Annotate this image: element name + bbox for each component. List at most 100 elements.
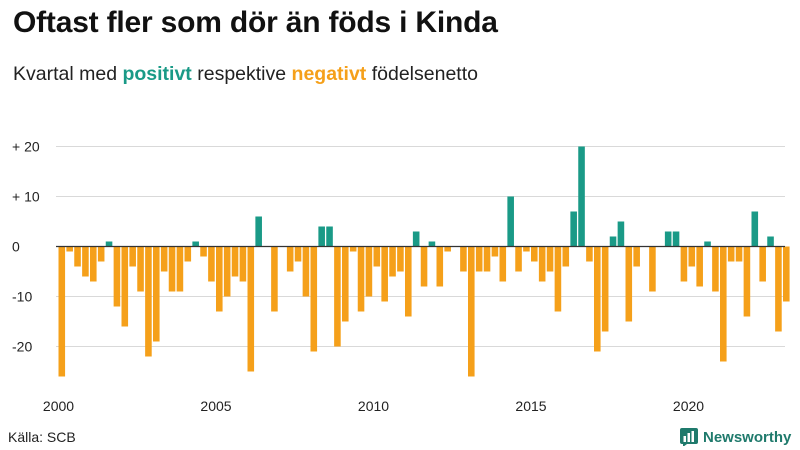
bar [586, 246, 593, 262]
bar [82, 246, 89, 277]
bar [727, 246, 735, 262]
bar [712, 246, 719, 292]
bar [570, 211, 577, 247]
bar [594, 246, 601, 352]
bar [223, 246, 231, 297]
subtitle-middle: respektive [191, 63, 292, 85]
bar [475, 246, 483, 272]
source-note: Källa: SCB [8, 429, 76, 445]
x-tick-label: 2015 [515, 398, 546, 414]
y-tick-label: -10 [12, 289, 32, 305]
bar [609, 236, 617, 247]
newsworthy-logo[interactable]: Newsworthy [680, 426, 791, 448]
bar [672, 231, 680, 247]
bar [704, 241, 711, 247]
bar [58, 246, 66, 377]
y-tick-label: + 10 [12, 189, 40, 205]
bar [208, 246, 215, 282]
y-tick-label: + 20 [12, 139, 40, 155]
bar [160, 246, 168, 272]
bar [507, 196, 514, 247]
bar [373, 246, 381, 267]
bar [743, 246, 751, 317]
bar [247, 246, 255, 372]
bar [66, 246, 73, 252]
bar [546, 246, 554, 272]
bars [58, 146, 790, 377]
bar [538, 246, 546, 282]
bar [405, 246, 412, 317]
bar [775, 246, 782, 332]
bar [97, 246, 105, 262]
bar [286, 246, 294, 272]
chart-subtitle: Kvartal med positivt respektive negativt… [13, 63, 478, 86]
bar [349, 246, 357, 252]
bar [176, 246, 184, 292]
x-tick-label: 2000 [43, 398, 74, 414]
bar [562, 246, 570, 267]
bar [294, 246, 302, 262]
bar [515, 246, 522, 272]
gridlines [56, 146, 785, 347]
bar [491, 246, 499, 257]
bar [184, 246, 192, 262]
x-tick-label: 2005 [200, 398, 231, 414]
bar [751, 211, 759, 247]
bar [239, 246, 247, 282]
bar [137, 246, 144, 292]
x-tick-label: 2010 [358, 398, 389, 414]
axes: + 20 + 10 0 -10 -20 2000 2005 2010 2015 2020 [12, 139, 785, 414]
bar [318, 226, 325, 247]
bar [460, 246, 467, 272]
bar [531, 246, 538, 262]
bar [153, 246, 160, 342]
bar [105, 241, 113, 247]
y-tick-label: 0 [12, 239, 20, 255]
bar [342, 246, 349, 322]
bar [381, 246, 388, 302]
bar [326, 226, 333, 247]
newsworthy-chart-icon [680, 428, 698, 446]
subtitle-positive-word: positivt [122, 63, 192, 85]
bar [720, 246, 727, 362]
bar [334, 246, 341, 347]
bar [192, 241, 199, 247]
bar [113, 246, 121, 307]
bar [649, 246, 656, 292]
bar [420, 246, 428, 287]
bar [664, 231, 672, 247]
bar [554, 246, 562, 312]
brand-name: Newsworthy [703, 428, 792, 446]
bar [74, 246, 81, 267]
bar [578, 146, 585, 247]
bar [688, 246, 696, 267]
bar [168, 246, 176, 292]
bar [617, 221, 625, 247]
bar [121, 246, 129, 327]
subtitle-negative-word: negativt [291, 63, 367, 85]
bar [216, 246, 223, 312]
bar [310, 246, 318, 352]
bar [428, 241, 436, 247]
chart-title: Oftast fler som dör än föds i Kinda [13, 6, 498, 39]
bar [90, 246, 97, 282]
bar [357, 246, 365, 312]
bar [523, 246, 530, 252]
bar [601, 246, 609, 332]
bar [735, 246, 743, 262]
bar [412, 231, 420, 247]
y-tick-label: -20 [12, 339, 32, 355]
bar [365, 246, 373, 297]
bar [444, 246, 451, 252]
subtitle-suffix: födelsenetto [366, 63, 478, 85]
bar [302, 246, 310, 297]
bar [767, 236, 774, 247]
subtitle-prefix: Kvartal med [13, 63, 123, 85]
bar [680, 246, 688, 282]
bar [397, 246, 404, 272]
bar [759, 246, 766, 282]
bar [499, 246, 507, 282]
bar [625, 246, 633, 322]
bar [436, 246, 444, 287]
bar [468, 246, 475, 377]
